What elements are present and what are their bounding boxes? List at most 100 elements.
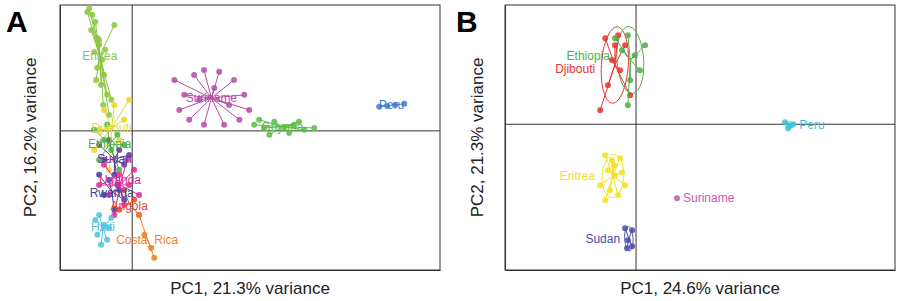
- point: [602, 152, 608, 158]
- y-axis: [505, 6, 507, 271]
- point: [96, 212, 102, 218]
- point: [236, 117, 242, 123]
- series: [91, 97, 132, 173]
- panel: Eritrea Sudan Djibouti Ethiopia RwandaUganda…: [6, 5, 441, 298]
- point: [617, 67, 623, 73]
- point: [602, 197, 608, 203]
- panel-title: B: [456, 5, 478, 38]
- spider-line: [630, 45, 645, 60]
- point: [612, 172, 618, 178]
- point: [221, 122, 227, 128]
- series: [782, 119, 796, 131]
- series-label: Djibouti: [555, 62, 595, 76]
- series-label: Suriname: [683, 191, 735, 205]
- point: [612, 42, 618, 48]
- point: [231, 77, 237, 83]
- spider-line: [605, 176, 613, 200]
- point: [625, 32, 631, 38]
- point: [617, 155, 623, 161]
- axis-line: [61, 270, 441, 271]
- series-label: Costa_Rica: [116, 233, 178, 247]
- point: [201, 122, 207, 128]
- point: [311, 125, 317, 131]
- point: [605, 167, 611, 173]
- series: [674, 195, 680, 201]
- point: [94, 65, 100, 71]
- plot-frame: [505, 5, 895, 270]
- point: [619, 47, 625, 53]
- point: [84, 9, 90, 15]
- point: [597, 107, 603, 113]
- y-axis-title: PC2, 21.3% variance: [468, 58, 487, 218]
- point: [785, 125, 791, 131]
- series-label: Guyana: [261, 120, 303, 134]
- x-axis: [506, 270, 896, 272]
- series-label: Sudan: [585, 232, 620, 246]
- point: [612, 35, 618, 41]
- point: [96, 37, 102, 43]
- series-label: Angola: [110, 199, 148, 213]
- point: [98, 82, 104, 88]
- point: [101, 72, 107, 78]
- series-label: Suriname: [186, 91, 238, 105]
- series-label: Sudan: [97, 152, 132, 166]
- axis-line: [60, 6, 61, 271]
- axis-line: [505, 6, 506, 271]
- point: [625, 102, 631, 108]
- point: [246, 107, 252, 113]
- point: [622, 182, 628, 188]
- point: [241, 92, 247, 98]
- point: [98, 242, 104, 248]
- series: [597, 32, 633, 113]
- figure: Eritrea Sudan Djibouti Ethiopia RwandaUganda…: [0, 0, 900, 301]
- panel: DjiboutiEthiopiaEritreaSudanSurinamePeru…: [456, 5, 896, 298]
- series-label: Uganda: [99, 173, 141, 187]
- plot-data: [84, 5, 407, 261]
- y-axis: [60, 6, 62, 271]
- ellipse: [602, 154, 624, 197]
- point: [216, 69, 222, 75]
- series: [171, 67, 252, 128]
- point: [104, 237, 110, 243]
- series-labels: Eritrea Sudan Djibouti Ethiopia RwandaUganda…: [82, 49, 404, 247]
- point: [629, 227, 635, 233]
- series-label: Eritrea: [82, 49, 118, 63]
- series-label: Djibouti: [92, 121, 132, 135]
- grid-line: [505, 124, 895, 125]
- point: [602, 35, 608, 41]
- point: [629, 243, 635, 249]
- point: [605, 82, 611, 88]
- x-axis-title: PC1, 21.3% variance: [170, 279, 330, 298]
- point: [88, 27, 94, 33]
- point: [611, 162, 617, 168]
- point: [100, 102, 106, 108]
- point: [597, 182, 603, 188]
- point: [111, 22, 117, 28]
- x-axis: [61, 270, 441, 272]
- point: [625, 237, 631, 243]
- point: [615, 192, 621, 198]
- series-label: Ethiopia: [88, 137, 132, 151]
- y-axis-title: PC2, 16.2% variance: [21, 58, 40, 218]
- point: [674, 195, 680, 201]
- point: [622, 225, 628, 231]
- grid: [60, 5, 440, 270]
- point: [111, 102, 117, 108]
- series-label: Rwanda: [90, 186, 134, 200]
- point: [101, 107, 107, 113]
- axis-line: [506, 270, 896, 271]
- point: [93, 77, 99, 83]
- panel-title: A: [6, 5, 28, 38]
- point: [790, 121, 796, 127]
- series: [251, 117, 317, 138]
- series: [612, 32, 648, 108]
- point: [171, 77, 177, 83]
- point: [151, 255, 157, 261]
- point: [126, 97, 132, 103]
- point: [186, 117, 192, 123]
- point: [782, 119, 788, 125]
- series-label: Eritrea: [560, 169, 596, 183]
- point: [607, 187, 613, 193]
- point: [642, 42, 648, 48]
- series-label: Haiti: [91, 220, 115, 234]
